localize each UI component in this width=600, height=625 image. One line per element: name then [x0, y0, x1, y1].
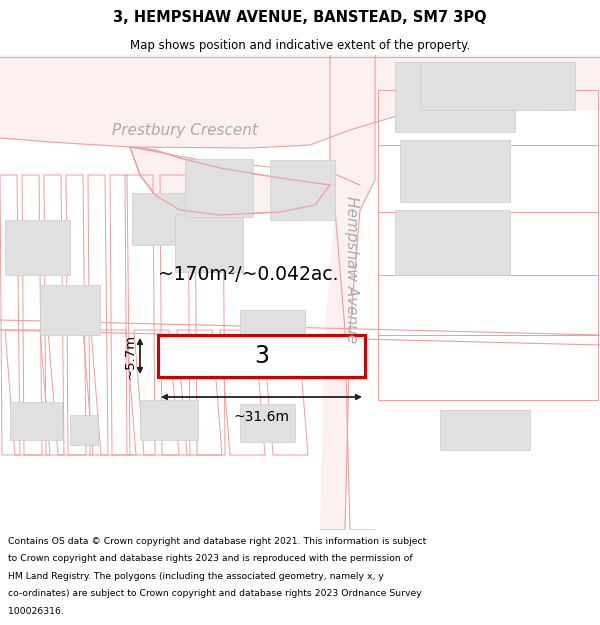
- Text: Map shows position and indicative extent of the property.: Map shows position and indicative extent…: [130, 39, 470, 51]
- Bar: [270, 160, 335, 220]
- Text: Prestbury Crescent: Prestbury Crescent: [112, 122, 258, 138]
- Bar: [140, 400, 198, 440]
- Text: 3, HEMPSHAW AVENUE, BANSTEAD, SM7 3PQ: 3, HEMPSHAW AVENUE, BANSTEAD, SM7 3PQ: [113, 10, 487, 25]
- Bar: [70, 415, 98, 445]
- Bar: [5, 220, 70, 275]
- Bar: [400, 140, 510, 202]
- Polygon shape: [130, 147, 330, 215]
- Text: ~5.7m: ~5.7m: [124, 334, 137, 379]
- Bar: [240, 404, 295, 442]
- Text: ~31.6m: ~31.6m: [233, 410, 290, 424]
- Text: HM Land Registry. The polygons (including the associated geometry, namely x, y: HM Land Registry. The polygons (includin…: [8, 572, 383, 581]
- Text: Hempshaw Avenue: Hempshaw Avenue: [344, 196, 359, 344]
- Text: co-ordinates) are subject to Crown copyright and database rights 2023 Ordnance S: co-ordinates) are subject to Crown copyr…: [8, 589, 422, 598]
- Bar: [395, 210, 510, 275]
- Polygon shape: [320, 55, 375, 530]
- Bar: [40, 285, 100, 335]
- Bar: [440, 410, 530, 450]
- Bar: [158, 335, 365, 377]
- Bar: [395, 62, 515, 132]
- Text: to Crown copyright and database rights 2023 and is reproduced with the permissio: to Crown copyright and database rights 2…: [8, 554, 412, 563]
- Text: Contains OS data © Crown copyright and database right 2021. This information is : Contains OS data © Crown copyright and d…: [8, 537, 426, 546]
- Polygon shape: [0, 55, 600, 148]
- Bar: [185, 159, 253, 217]
- Bar: [132, 193, 192, 245]
- Bar: [420, 62, 575, 110]
- Bar: [240, 310, 305, 365]
- Bar: [10, 402, 62, 440]
- Text: 3: 3: [254, 344, 269, 368]
- Text: 100026316.: 100026316.: [8, 607, 64, 616]
- Text: ~170m²/~0.042ac.: ~170m²/~0.042ac.: [158, 266, 338, 284]
- Bar: [175, 214, 243, 272]
